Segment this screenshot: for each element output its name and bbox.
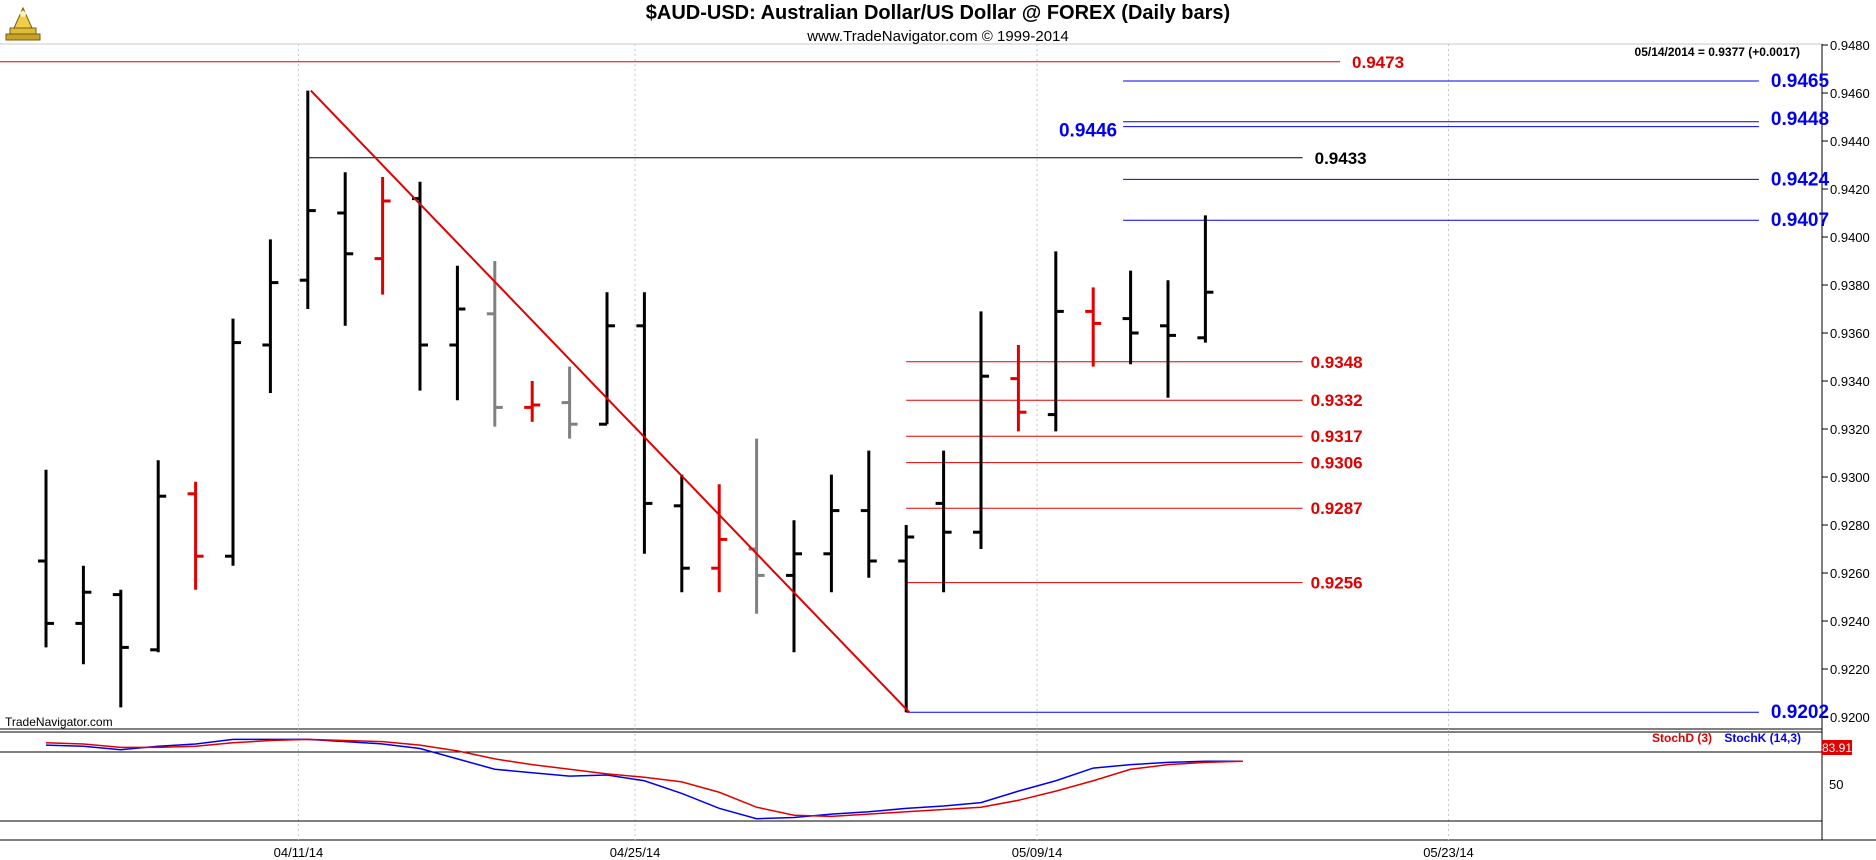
chart-title: $AUD-USD: Australian Dollar/US Dollar @ … xyxy=(645,2,1231,24)
price-tick-label: 0.9380 xyxy=(1830,278,1870,293)
level-label: 0.9317 xyxy=(1311,427,1363,446)
ohlc-bar xyxy=(748,438,765,614)
price-tick-label: 0.9260 xyxy=(1830,566,1870,581)
ohlc-bar xyxy=(299,90,316,309)
price-tick-label: 0.9280 xyxy=(1830,518,1870,533)
level-label: 0.9465 xyxy=(1771,71,1830,92)
ohlc-bar xyxy=(823,474,840,593)
ohlc-bar xyxy=(1122,270,1139,365)
price-tick-label: 0.9400 xyxy=(1830,230,1870,245)
ohlc-bar xyxy=(973,311,989,549)
ohlc-bar xyxy=(636,292,653,554)
price-tick-label: 0.9440 xyxy=(1830,134,1870,149)
ohlc-bar xyxy=(1160,280,1176,398)
level-label: 0.9473 xyxy=(1352,53,1404,72)
ohlc-bar xyxy=(374,177,391,295)
ohlc-bar xyxy=(486,261,503,427)
ohlc-bar xyxy=(262,239,279,393)
stoch-legend-d: StochD (3) xyxy=(1652,731,1712,745)
level-label: 0.9202 xyxy=(1771,702,1829,723)
ohlc-bar xyxy=(1047,251,1064,432)
date-tick-label: 04/11/14 xyxy=(274,845,324,860)
price-tick-label: 0.9420 xyxy=(1830,182,1870,197)
ohlc-bar xyxy=(1085,287,1102,367)
ohlc-bars xyxy=(38,90,1214,713)
stochastic-lines xyxy=(45,738,1243,820)
quote-readout: 05/14/2014 = 0.9377 (+0.0017) xyxy=(1635,45,1800,59)
price-tick-label: 0.9200 xyxy=(1830,710,1870,725)
ohlc-bar xyxy=(412,181,428,391)
price-tick-label: 0.9320 xyxy=(1830,422,1870,437)
ohlc-bar xyxy=(786,520,802,653)
ohlc-bar xyxy=(225,318,241,566)
trendline xyxy=(310,89,910,713)
ohlc-bar xyxy=(673,474,690,593)
ohlc-bar xyxy=(1010,345,1027,432)
level-lines: 0.9473 0.9465 0.9448 0.9446 0.9433 0.9424 0.94… xyxy=(0,53,1829,723)
level-label: 0.9446 xyxy=(1059,121,1117,142)
chart-subtitle: www.TradeNavigator.com © 1999-2014 xyxy=(807,28,1069,45)
price-tick-label: 0.9360 xyxy=(1830,326,1870,341)
stoch-k-line xyxy=(45,738,1243,820)
date-axis-ticks: 04/11/14 04/25/14 05/09/14 05/23/14 xyxy=(274,845,1474,860)
ohlc-bar xyxy=(860,450,877,578)
grid xyxy=(297,44,1449,840)
level-label: 0.9287 xyxy=(1311,499,1363,518)
level-label: 0.9332 xyxy=(1311,391,1363,410)
ohlc-bar xyxy=(898,525,915,713)
ohlc-bar xyxy=(935,450,952,593)
stoch-d-line xyxy=(45,738,1243,818)
date-tick-label: 05/09/14 xyxy=(1012,845,1063,860)
price-tick-label: 0.9220 xyxy=(1830,662,1870,677)
ohlc-bar xyxy=(38,469,54,648)
stoch-value-badge xyxy=(1822,740,1852,755)
stoch-value: 83.91 xyxy=(1822,741,1852,755)
price-axis-ticks: 0.9480 0.9460 0.9440 0.9420 0.9400 0.9380 0.93… xyxy=(1822,38,1870,725)
level-label: 0.9306 xyxy=(1311,454,1363,473)
ohlc-bar xyxy=(337,172,354,326)
level-label: 0.9348 xyxy=(1311,353,1363,372)
ohlc-bar xyxy=(449,265,466,401)
level-label: 0.9256 xyxy=(1311,574,1363,593)
ohlc-bar xyxy=(1197,215,1214,343)
ohlc-bar xyxy=(599,292,615,426)
trendline-segment xyxy=(310,89,910,713)
level-label: 0.9407 xyxy=(1771,210,1829,231)
ohlc-bar xyxy=(150,460,167,653)
price-tick-label: 0.9480 xyxy=(1830,38,1870,53)
ohlc-bar xyxy=(711,484,728,593)
stoch-axis-tick: 50 xyxy=(1829,777,1843,792)
ohlc-bar xyxy=(524,381,541,422)
ohlc-bar xyxy=(187,481,204,590)
date-tick-label: 05/23/14 xyxy=(1423,845,1474,860)
level-label: 0.9448 xyxy=(1771,109,1829,130)
level-label: 0.9433 xyxy=(1315,149,1367,168)
price-tick-label: 0.9300 xyxy=(1830,470,1870,485)
price-tick-label: 0.9460 xyxy=(1830,86,1870,101)
ohlc-bar xyxy=(112,589,129,708)
level-label: 0.9424 xyxy=(1771,169,1830,190)
ohlc-bar xyxy=(75,565,92,665)
date-tick-label: 04/25/14 xyxy=(610,845,661,860)
ohlc-bar xyxy=(561,366,578,439)
stoch-legend-k: StochK (14,3) xyxy=(1724,731,1801,745)
app-logo-icon xyxy=(2,2,44,44)
price-tick-label: 0.9340 xyxy=(1830,374,1870,389)
price-tick-label: 0.9240 xyxy=(1830,614,1870,629)
watermark: TradeNavigator.com xyxy=(5,715,113,729)
